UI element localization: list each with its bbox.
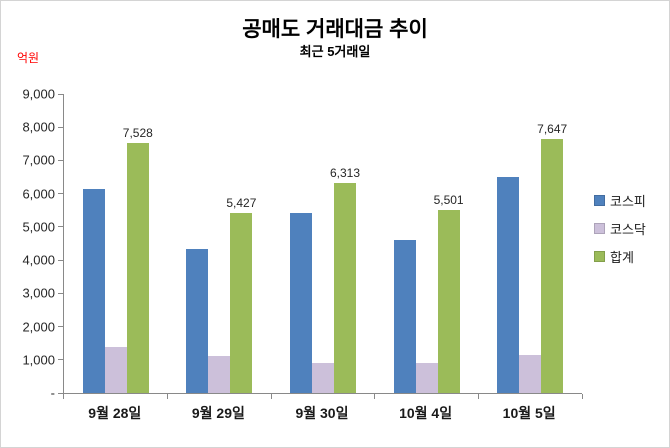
x-tick-mark — [270, 394, 272, 399]
y-tick-mark — [58, 392, 63, 394]
legend-swatch — [594, 223, 605, 234]
bar-series-0 — [497, 177, 520, 393]
y-tick-mark — [58, 359, 63, 361]
y-tick-mark — [58, 259, 63, 261]
bar-series-2: 7,528 — [123, 126, 153, 393]
x-tick-mark — [166, 394, 168, 399]
legend-swatch — [594, 251, 605, 262]
bar-value-label: 7,528 — [122, 125, 153, 140]
y-tick-mark — [58, 226, 63, 228]
y-tick-mark — [58, 93, 63, 95]
chart-title: 공매도 거래대금 추이 — [242, 18, 428, 41]
y-tick-mark — [58, 193, 63, 195]
x-tick-mark — [63, 394, 64, 399]
y-tick-label: 4,000 — [22, 252, 55, 268]
legend-label: 합계 — [610, 250, 634, 265]
x-axis-tick-marks — [63, 394, 583, 399]
y-tick-label: 1,000 — [22, 352, 55, 368]
bar-value-label: 5,427 — [226, 195, 257, 210]
y-tick-label: 9,000 — [22, 86, 55, 102]
x-axis-labels: 9월 28일 9월 29일 9월 30일 10월 4일 10월 5일 — [63, 403, 581, 423]
y-axis-tick-marks — [58, 93, 63, 394]
y-tick-label: 2,000 — [22, 319, 55, 335]
bar-series-2: 5,427 — [226, 196, 256, 393]
bar-group: 6,313 — [271, 94, 375, 393]
x-tick-label: 9월 29일 — [191, 405, 245, 421]
bar-series-2: 7,647 — [537, 122, 567, 393]
bar-series-1 — [519, 354, 542, 393]
bar-series-1 — [311, 363, 334, 393]
chart-subtitle: 최근 5거래일 — [299, 44, 371, 59]
bar-series-1 — [208, 356, 231, 393]
legend-entry-1: 코스닥 — [594, 219, 646, 238]
x-tick-label: 9월 30일 — [295, 405, 349, 421]
bar-value-label: 6,313 — [329, 166, 360, 181]
bar-group: 5,427 — [168, 94, 272, 393]
legend-label: 코스피 — [610, 194, 646, 209]
y-tick-label: 7,000 — [22, 152, 55, 168]
y-axis-labels: 9,000 8,000 7,000 6,000 5,000 4,000 3,000 2,000… — [1, 87, 55, 401]
y-tick-label: 3,000 — [22, 285, 55, 301]
bar-series-1 — [415, 363, 438, 393]
x-tick-mark — [374, 394, 376, 399]
bar-series-2: 6,313 — [330, 166, 360, 393]
y-tick-label: 5,000 — [22, 219, 55, 235]
bar-series-2: 5,501 — [434, 193, 464, 393]
bar-value-label: 5,501 — [433, 193, 464, 208]
y-tick-label: - — [50, 385, 55, 401]
plot-area: 7,528 5,427 6,313 5,501 7,647 — [63, 94, 582, 394]
bar-group: 7,528 — [64, 94, 168, 393]
bar-groups: 7,528 5,427 6,313 5,501 7,647 — [64, 94, 582, 393]
legend-label: 코스닥 — [610, 222, 646, 237]
legend-swatch — [594, 195, 605, 206]
bar-series-1 — [104, 346, 127, 393]
bar-value-label: 7,647 — [537, 121, 568, 136]
y-tick-label: 8,000 — [22, 119, 55, 135]
y-tick-mark — [58, 126, 63, 128]
bar-series-0 — [186, 249, 209, 393]
x-tick-label: 9월 28일 — [88, 405, 142, 421]
bar-series-0 — [82, 189, 105, 393]
x-tick-label: 10월 4일 — [399, 405, 453, 421]
bar-series-0 — [393, 240, 416, 393]
x-tick-mark — [478, 394, 480, 399]
y-axis-unit-label: 억원 — [17, 51, 40, 65]
y-tick-mark — [58, 326, 63, 328]
bar-group: 5,501 — [375, 94, 479, 393]
y-tick-mark — [58, 159, 63, 161]
legend-entry-2: 합계 — [594, 247, 646, 266]
bar-group: 7,647 — [478, 94, 582, 393]
x-tick-mark — [582, 394, 583, 399]
y-tick-mark — [58, 292, 63, 294]
legend-entry-0: 코스피 — [594, 191, 646, 210]
x-tick-label: 10월 5일 — [502, 405, 556, 421]
y-tick-label: 6,000 — [22, 186, 55, 202]
bar-series-0 — [289, 213, 312, 393]
